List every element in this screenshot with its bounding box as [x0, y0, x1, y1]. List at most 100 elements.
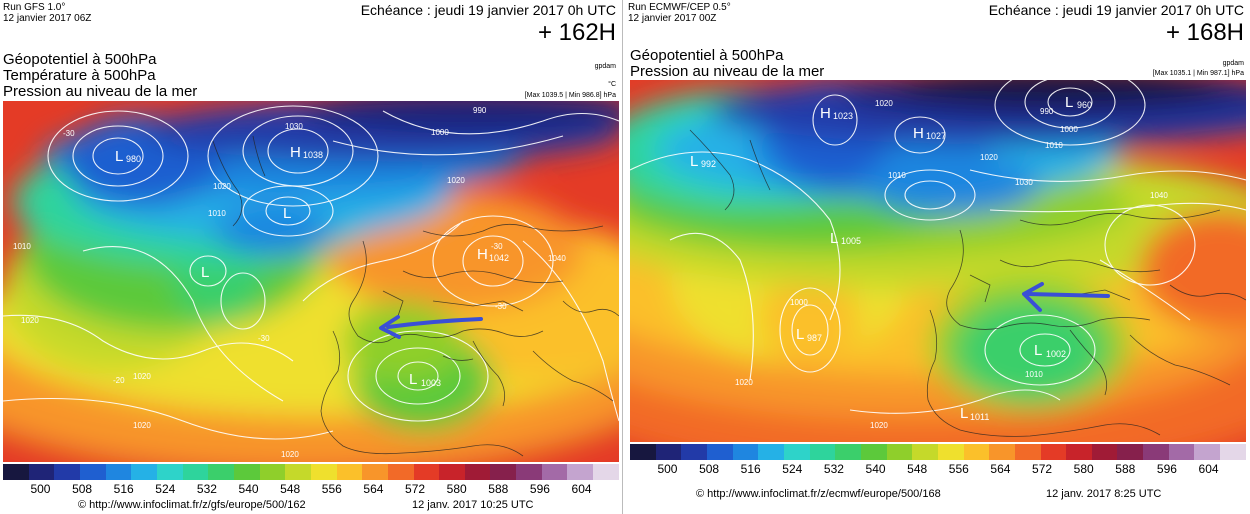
center-high-symbol: H	[477, 246, 488, 263]
scale-tick-label: 500	[657, 462, 678, 476]
lead-time: + 162H	[537, 19, 616, 46]
isobar-label: 1020	[980, 153, 998, 162]
center-low-value: 1011	[970, 412, 989, 422]
scale-tick-label: 532	[196, 482, 217, 496]
isobar-label: 1020	[875, 99, 893, 108]
color-scale	[3, 464, 619, 480]
scale-swatch	[1014, 444, 1041, 460]
footer-url: © http://www.infoclimat.fr/z/gfs/europe/…	[78, 499, 306, 511]
scale-swatch	[541, 464, 568, 480]
scale-tick-label: 532	[823, 462, 844, 476]
run-date: 12 janvier 2017 06Z	[3, 13, 92, 24]
run-label: Run ECMWF/CEP 0.5°	[628, 2, 731, 13]
isotherm-label: -30	[491, 242, 503, 251]
isobar-label: 1020	[133, 421, 151, 430]
scale-swatch	[732, 444, 759, 460]
scale-swatch	[156, 464, 183, 480]
scale-tick-label: 580	[446, 482, 467, 496]
scale-swatch	[1040, 444, 1067, 460]
scale-swatch	[182, 464, 209, 480]
max-min-pressure: [Max 1035.1 | Min 987.1] hPa	[1152, 70, 1244, 77]
scale-tick-label: 564	[363, 482, 384, 496]
scale-swatch	[1143, 444, 1169, 460]
gfs-panel: Run GFS 1.0° 12 janvier 2017 06Z Echéanc…	[0, 0, 622, 514]
center-low-symbol: L	[115, 148, 123, 165]
center-low-symbol: L	[960, 405, 968, 422]
ecmwf-map: L 960 H 1023 H 1027 L 992 L 1005 L 987 L…	[630, 80, 1246, 442]
scale-swatch	[233, 464, 260, 480]
isobar-label: 1020	[21, 316, 39, 325]
unit-temperature: °C	[608, 81, 616, 88]
isobar-label: 1040	[548, 254, 566, 263]
scale-swatch	[937, 444, 964, 460]
ecmwf-panel: Run ECMWF/CEP 0.5° 12 janvier 2017 00Z E…	[626, 0, 1250, 514]
scale-swatch	[285, 464, 311, 480]
scale-swatch	[912, 444, 938, 460]
flow-arrow	[379, 315, 483, 339]
scale-swatch	[105, 464, 132, 480]
scale-swatch	[336, 464, 363, 480]
echeance: Echéance : jeudi 19 janvier 2017 0h UTC	[360, 2, 616, 18]
scale-swatch	[3, 464, 29, 480]
center-high-symbol: H	[290, 144, 301, 161]
scale-swatch	[208, 464, 234, 480]
isotherm-label: -30	[495, 302, 507, 311]
isobar-label: 1010	[208, 209, 226, 218]
scale-swatch	[567, 464, 594, 480]
scale-swatch	[1168, 444, 1195, 460]
center-low-value: 992	[701, 159, 716, 169]
center-low-symbol: L	[1065, 94, 1073, 111]
gfs-map: L 980 H 1038 L L H 1042 L 1003 990 1000 …	[3, 101, 619, 462]
scale-tick-label: 580	[1073, 462, 1094, 476]
scale-swatch	[310, 464, 337, 480]
gfs-map-svg: L 980 H 1038 L L H 1042 L 1003 990 1000 …	[3, 101, 619, 462]
center-low-symbol: L	[796, 326, 804, 343]
title-geopotential: Géopotentiel à 500hPa	[3, 51, 157, 68]
scale-swatch	[54, 464, 80, 480]
scale-swatch	[131, 464, 157, 480]
scale-tick-label: 500	[30, 482, 51, 496]
scale-swatch	[630, 444, 656, 460]
scale-swatch	[593, 464, 619, 480]
scale-swatch	[1117, 444, 1144, 460]
isobar-label: 1010	[13, 242, 31, 251]
isobar-label: 1010	[888, 171, 906, 180]
scale-swatch	[490, 464, 517, 480]
ecmwf-pressure-centers: L 960 H 1023 H 1027 L 992 L 1005 L 987 L…	[690, 94, 1092, 422]
isobar-label: 1020	[735, 378, 753, 387]
isobar-label: 1020	[447, 176, 465, 185]
scale-ticks: 500 508 516 524 532 540 548 556 564 572 580 588 596 6…	[3, 482, 619, 496]
center-low-value: 1003	[421, 378, 441, 388]
scale-swatch	[989, 444, 1015, 460]
scale-swatch	[362, 464, 388, 480]
isobar-label: 1010	[1045, 141, 1063, 150]
scale-tick-label: 556	[948, 462, 969, 476]
ecmwf-isobar-labels: 990 1000 1020 1010 1010 1000 1020 1030 1…	[735, 99, 1168, 430]
title-geopotential: Géopotentiel à 500hPa	[630, 47, 784, 64]
title-pressure: Pression au niveau de la mer	[3, 83, 198, 100]
scale-tick-label: 556	[321, 482, 342, 496]
isobar-label: 1040	[1150, 191, 1168, 200]
center-low-symbol: L	[283, 205, 291, 222]
scale-swatch	[464, 464, 491, 480]
center-low-value: 987	[807, 333, 822, 343]
scale-tick-label: 524	[782, 462, 803, 476]
isobar-label: 990	[1040, 107, 1054, 116]
gfs-coastlines	[212, 135, 619, 457]
isobar-label: 1020	[281, 450, 299, 459]
gfs-pressure-centers: L 980 H 1038 L L H 1042 L 1003	[115, 144, 509, 388]
center-low-symbol: L	[830, 230, 838, 247]
scale-swatch	[439, 464, 465, 480]
footer-date: 12 janv. 2017 8:25 UTC	[1046, 488, 1162, 500]
echeance: Echéance : jeudi 19 janvier 2017 0h UTC	[988, 2, 1244, 18]
scale-swatch	[655, 444, 682, 460]
scale-swatch	[516, 464, 542, 480]
unit-geopotential: gpdam	[594, 63, 616, 70]
center-low-symbol: L	[409, 371, 417, 388]
isotherm-label: -30	[258, 334, 270, 343]
scale-swatch	[886, 444, 913, 460]
scale-swatch	[681, 444, 707, 460]
center-high-symbol: H	[913, 125, 924, 142]
isobar-label: 1000	[1060, 125, 1078, 134]
scale-tick-label: 548	[280, 482, 301, 496]
